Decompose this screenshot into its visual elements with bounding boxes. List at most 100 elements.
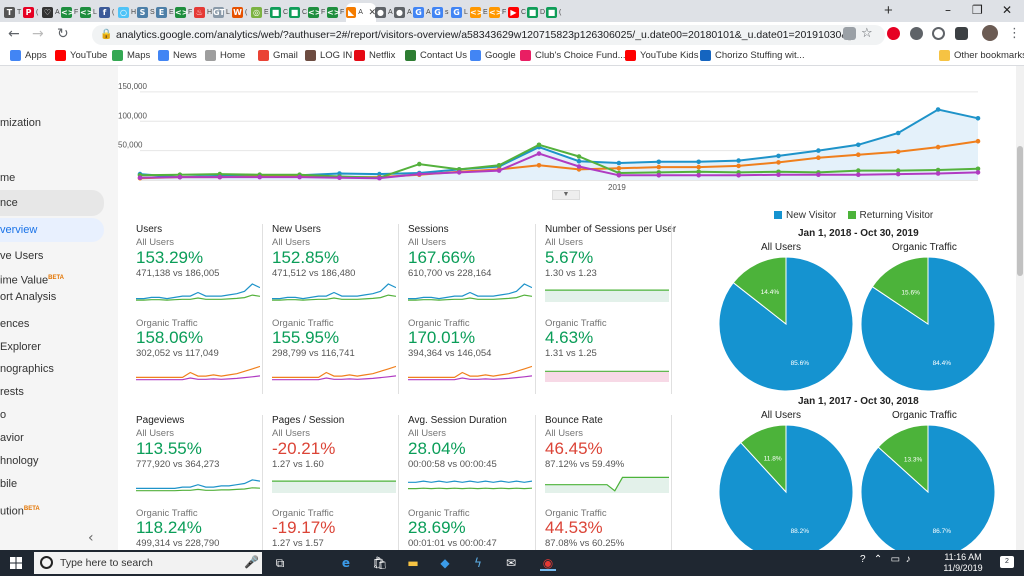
close-window-button[interactable]: ✕ (1002, 3, 1013, 17)
notification-center-icon[interactable]: 2 (1000, 556, 1014, 568)
visitor-pie-chart[interactable]: 15.6% 84.4% (860, 256, 996, 392)
browser-tab[interactable]: ▶ C (508, 3, 527, 22)
taskbar-clock[interactable]: 11:16 AM 11/9/2019 (938, 552, 988, 574)
block-extension-icon[interactable] (932, 27, 945, 40)
sidebar-item[interactable]: verview (0, 218, 104, 242)
browser-tab[interactable]: ● A (394, 3, 413, 22)
metric-tile[interactable]: Organic Traffic -19.17% 1.27 vs 1.57 (272, 508, 406, 550)
sidebar-item[interactable]: utionBETA (0, 500, 118, 518)
browser-tab[interactable]: <> F (61, 3, 80, 22)
other-bookmarks[interactable]: Other bookmarks (939, 50, 1024, 61)
browser-tab[interactable]: <> L (80, 3, 99, 22)
visitor-pie-chart[interactable]: 11.8% 88.2% (718, 424, 854, 550)
metric-tile[interactable]: Organic Traffic 118.24% 499,314 vs 228,790 (136, 508, 270, 550)
sidebar-item[interactable]: rests (0, 383, 118, 401)
pinterest-extension-icon[interactable] (887, 27, 900, 40)
metric-tile[interactable]: Organic Traffic 44.53% 87.08% vs 60.25% (545, 508, 679, 550)
bookmark-star-icon[interactable]: ☆ (861, 26, 873, 41)
new-tab-button[interactable]: + (884, 2, 893, 19)
metric-tile[interactable]: Organic Traffic 170.01% 394,364 vs 146,054 (408, 318, 542, 410)
metric-tile[interactable]: Organic Traffic 155.95% 298,799 vs 116,741 (272, 318, 406, 410)
restore-button[interactable]: ❐ (972, 3, 983, 17)
network-icon[interactable]: ▭ (890, 554, 901, 565)
sidebar-item[interactable]: o (0, 406, 118, 424)
forward-button[interactable]: → (32, 26, 44, 42)
bookmark-item[interactable]: Google (470, 50, 516, 61)
app-icon[interactable]: ϟ (474, 556, 482, 570)
metric-tile[interactable]: Users All Users 153.29% 471,138 vs 186,005 (136, 224, 270, 316)
settings-extension-icon[interactable] (910, 27, 923, 40)
extension-icon[interactable] (843, 27, 856, 40)
browser-tab[interactable]: f( (99, 3, 118, 22)
bookmark-item[interactable]: Apps (10, 50, 47, 61)
url-text[interactable]: analytics.google.com/analytics/web/?auth… (116, 29, 851, 41)
sidebar-item[interactable]: nce (0, 190, 104, 216)
browser-tab[interactable]: <> F (327, 3, 346, 22)
chrome-menu-icon[interactable]: ⋮ (1008, 26, 1021, 41)
bookmark-item[interactable]: Maps (112, 50, 150, 61)
browser-tab[interactable]: ♡ A (42, 3, 61, 22)
metric-tile[interactable]: Pageviews All Users 113.55% 777,920 vs 364,… (136, 415, 270, 507)
sidebar-item[interactable]: ences (0, 315, 118, 333)
show-hidden-icons[interactable]: ⌃ (873, 554, 883, 565)
bookmark-item[interactable]: Netflix (354, 50, 395, 61)
microphone-icon[interactable]: 🎤 (244, 555, 259, 569)
help-icon[interactable]: ? (860, 554, 866, 565)
visitor-pie-chart[interactable]: 13.3% 86.7% (860, 424, 996, 550)
bookmark-item[interactable]: YouTube (55, 50, 107, 61)
wallet-extension-icon[interactable] (955, 27, 968, 40)
bookmark-item[interactable]: Gmail (258, 50, 298, 61)
bookmark-item[interactable]: Chorizo Stuffing wit... (700, 50, 805, 61)
chart-toggle-button[interactable]: ▼ (552, 190, 580, 200)
chrome-taskbar-icon[interactable]: ◉ (540, 555, 556, 571)
browser-tab[interactable]: <> F (308, 3, 327, 22)
metric-tile[interactable]: Organic Traffic 28.69% 00:01:01 vs 00:00:4… (408, 508, 542, 550)
bookmark-item[interactable]: Contact Us (405, 50, 467, 61)
browser-tab[interactable]: GT L (213, 3, 232, 22)
metric-tile[interactable]: Organic Traffic 4.63% 1.31 vs 1.25 (545, 318, 679, 410)
browser-tab[interactable]: ■ D (527, 3, 546, 22)
sidebar-item[interactable]: Explorer (0, 338, 118, 356)
browser-tab[interactable]: ○ H (118, 3, 137, 22)
visitor-pie-chart[interactable]: 14.4% 85.6% (718, 256, 854, 392)
metric-tile[interactable]: Sessions All Users 167.66% 610,700 vs 228,1… (408, 224, 542, 316)
edge-icon[interactable]: e (341, 556, 351, 570)
browser-tab[interactable]: ■ C (270, 3, 289, 22)
file-explorer-icon[interactable]: ▬ (407, 556, 419, 570)
page-scrollbar[interactable] (1016, 66, 1024, 550)
sidebar-item[interactable]: avior (0, 429, 118, 447)
collapse-sidebar-icon[interactable]: ‹ (88, 530, 94, 546)
browser-tab[interactable]: ● A (375, 3, 394, 22)
metric-tile[interactable]: Bounce Rate All Users 46.45% 87.12% vs 59.4… (545, 415, 679, 507)
sidebar-item[interactable]: mization (0, 114, 118, 132)
bookmark-item[interactable]: Club's Choice Fund... (520, 50, 626, 61)
sidebar-item[interactable]: ime ValueBETA (0, 269, 118, 287)
metric-tile[interactable]: Number of Sessions per User All Users 5.67… (545, 224, 679, 316)
browser-tab[interactable]: <> F (175, 3, 194, 22)
mail-icon[interactable]: ✉ (505, 556, 517, 570)
task-view-icon[interactable]: ⧉ (275, 556, 285, 570)
browser-tab[interactable]: ■( (546, 3, 565, 22)
address-bar[interactable]: 🔒 analytics.google.com/analytics/web/?au… (92, 25, 885, 45)
bookmark-item[interactable]: Home (205, 50, 245, 61)
store-icon[interactable]: 🛍 (372, 556, 388, 570)
taskbar-search-box[interactable]: Type here to search 🎤 (34, 552, 262, 574)
browser-tab[interactable]: ■ C (289, 3, 308, 22)
bookmark-item[interactable]: News (158, 50, 197, 61)
metric-tile[interactable]: New Users All Users 152.85% 471,512 vs 186,… (272, 224, 406, 316)
bookmark-item[interactable]: LOG IN (305, 50, 352, 61)
browser-tab[interactable]: P( (23, 3, 42, 22)
browser-tab[interactable]: <> E (470, 3, 489, 22)
sidebar-item[interactable]: nographics (0, 360, 118, 378)
browser-tab[interactable]: W( (232, 3, 251, 22)
metric-tile[interactable]: Organic Traffic 158.06% 302,052 vs 117,049 (136, 318, 270, 410)
sidebar-item[interactable]: ve Users (0, 247, 118, 265)
profile-avatar[interactable] (982, 25, 998, 41)
volume-icon[interactable]: ♪ (905, 554, 911, 565)
sidebar-item[interactable]: bile (0, 475, 118, 493)
